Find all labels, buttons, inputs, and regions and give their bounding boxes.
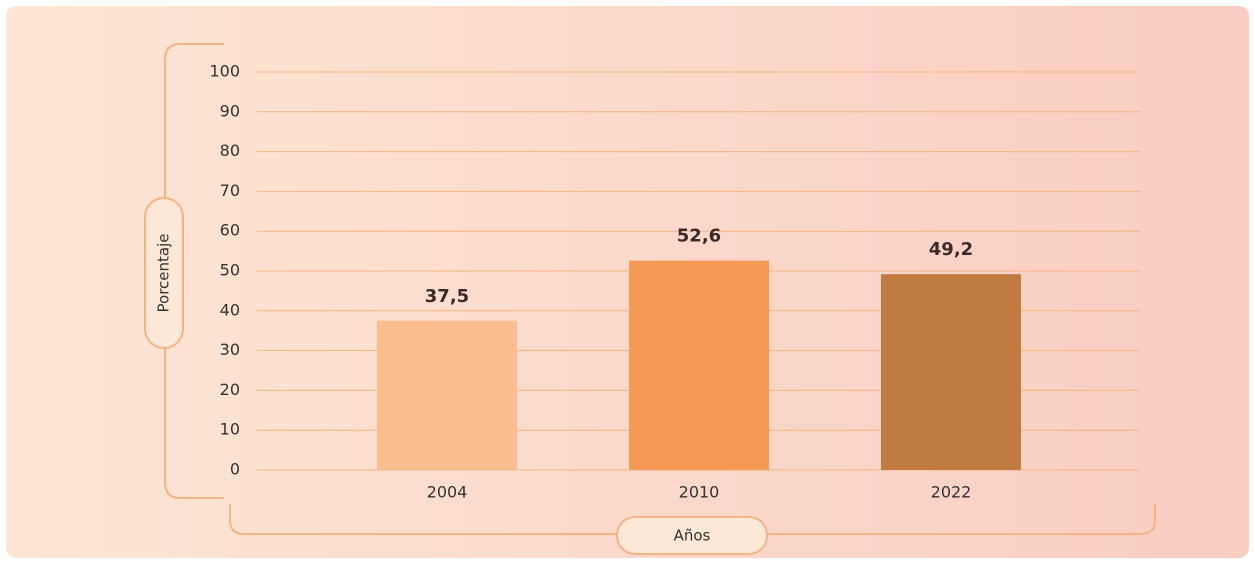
bar: [881, 274, 1021, 470]
y-tick-label: 0: [230, 460, 240, 479]
y-tick-label: 70: [220, 181, 240, 200]
bar: [629, 261, 769, 470]
value-label: 37,5: [425, 286, 469, 307]
y-tick-label: 20: [220, 380, 240, 399]
value-label: 49,2: [929, 239, 973, 260]
y-tick-label: 50: [220, 261, 240, 280]
y-tick-label: 30: [220, 340, 240, 359]
chart: Porcentaje Años 0 10 20 30 40 50 60 70 80 90 100 20…: [0, 0, 1255, 564]
y-tick-label: 100: [209, 62, 240, 81]
y-tick-label: 60: [220, 221, 240, 240]
card: [6, 6, 1249, 558]
y-tick-label: 80: [220, 141, 240, 160]
value-label: 52,6: [677, 226, 721, 247]
y-axis-label: Porcentaje: [155, 234, 173, 313]
x-axis-label: Años: [674, 527, 711, 545]
x-tick-label: 2004: [427, 483, 468, 502]
x-tick-label: 2010: [679, 483, 720, 502]
y-tick-label: 40: [220, 300, 240, 319]
x-tick-label: 2022: [931, 483, 972, 502]
bar: [377, 321, 517, 470]
y-tick-label: 90: [220, 101, 240, 120]
y-tick-label: 10: [220, 420, 240, 439]
